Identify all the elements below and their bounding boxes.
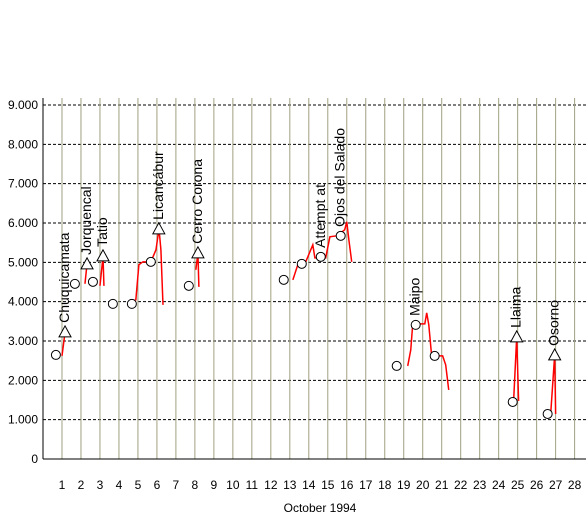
camp-marker <box>296 258 307 269</box>
camp-marker <box>278 274 289 285</box>
x-tick-label: 12 <box>264 478 278 492</box>
place-label: Ojos del Salado <box>332 128 348 227</box>
x-tick-label: 4 <box>116 478 123 492</box>
camp-marker <box>507 396 518 407</box>
x-tick-label: 13 <box>283 478 297 492</box>
summit-marker <box>80 256 94 270</box>
x-tick-label: 14 <box>302 478 316 492</box>
camp-marker <box>429 350 440 361</box>
camp-marker <box>145 256 156 267</box>
x-tick-label: 11 <box>246 478 259 492</box>
camp-marker <box>391 360 402 371</box>
x-tick-label: 24 <box>492 478 506 492</box>
place-label: Licancábur <box>150 151 166 220</box>
summit-marker <box>547 347 562 361</box>
x-tick-label: 18 <box>378 478 392 492</box>
camp-marker <box>50 349 61 360</box>
y-tick-label: 6.000 <box>8 216 38 230</box>
x-tick-label: 20 <box>416 478 430 492</box>
x-tick-label: 7 <box>173 478 180 492</box>
place-label: Chuquicamata <box>56 232 72 322</box>
x-tick-label: 26 <box>530 478 544 492</box>
y-tick-label: 2.000 <box>8 373 38 387</box>
y-tick-label: 8.000 <box>8 137 38 151</box>
place-label: Tatio <box>94 217 110 247</box>
camp-marker <box>315 251 326 262</box>
x-tick-label: 25 <box>511 478 525 492</box>
y-tick-label: 4.000 <box>8 295 38 309</box>
camp-marker <box>335 230 346 241</box>
x-tick-label: 10 <box>226 478 240 492</box>
camp-marker <box>87 276 98 287</box>
x-tick-label: 8 <box>192 478 199 492</box>
place-label: Osorno <box>546 300 562 346</box>
x-tick-label: 16 <box>340 478 354 492</box>
x-tick-label: 23 <box>473 478 487 492</box>
x-tick-label: 28 <box>568 478 582 492</box>
summit-marker <box>151 221 166 235</box>
x-tick-label: 15 <box>321 478 335 492</box>
x-tick-label: 17 <box>359 478 373 492</box>
x-tick-label: 3 <box>97 478 104 492</box>
x-tick-label: 19 <box>397 478 411 492</box>
x-tick-label: 2 <box>78 478 85 492</box>
place-label: Llaima <box>508 286 524 327</box>
y-tick-label: 7.000 <box>8 177 38 191</box>
camp-marker <box>542 408 553 419</box>
place-label: Jorquencal <box>78 186 94 255</box>
summit-marker <box>96 248 110 262</box>
x-tick-label: 6 <box>154 478 161 492</box>
place-label: Attempt at <box>312 184 328 248</box>
x-tick-label: 22 <box>454 478 468 492</box>
x-tick-label: 1 <box>59 478 66 492</box>
camp-marker <box>126 298 137 309</box>
summit-marker <box>509 329 524 343</box>
y-tick-label: 5.000 <box>8 255 38 269</box>
summit-marker <box>58 324 72 338</box>
camp-marker <box>410 319 421 330</box>
place-label: Cerro Corona <box>189 159 205 244</box>
y-tick-label: 0 <box>31 452 38 466</box>
x-tick-label: 27 <box>549 478 563 492</box>
camp-marker <box>183 280 194 291</box>
x-tick-label: 21 <box>435 478 449 492</box>
y-tick-label: 1.000 <box>8 413 38 427</box>
camp-marker <box>69 278 80 289</box>
summit-marker <box>191 245 205 259</box>
y-tick-label: 3.000 <box>8 334 38 348</box>
camp-marker <box>107 298 118 309</box>
place-label: Maipo <box>407 278 423 316</box>
x-tick-label: 9 <box>211 478 218 492</box>
x-axis-label: October 1994 <box>284 501 357 515</box>
y-tick-label: 9.000 <box>8 98 38 112</box>
x-tick-label: 5 <box>135 478 142 492</box>
